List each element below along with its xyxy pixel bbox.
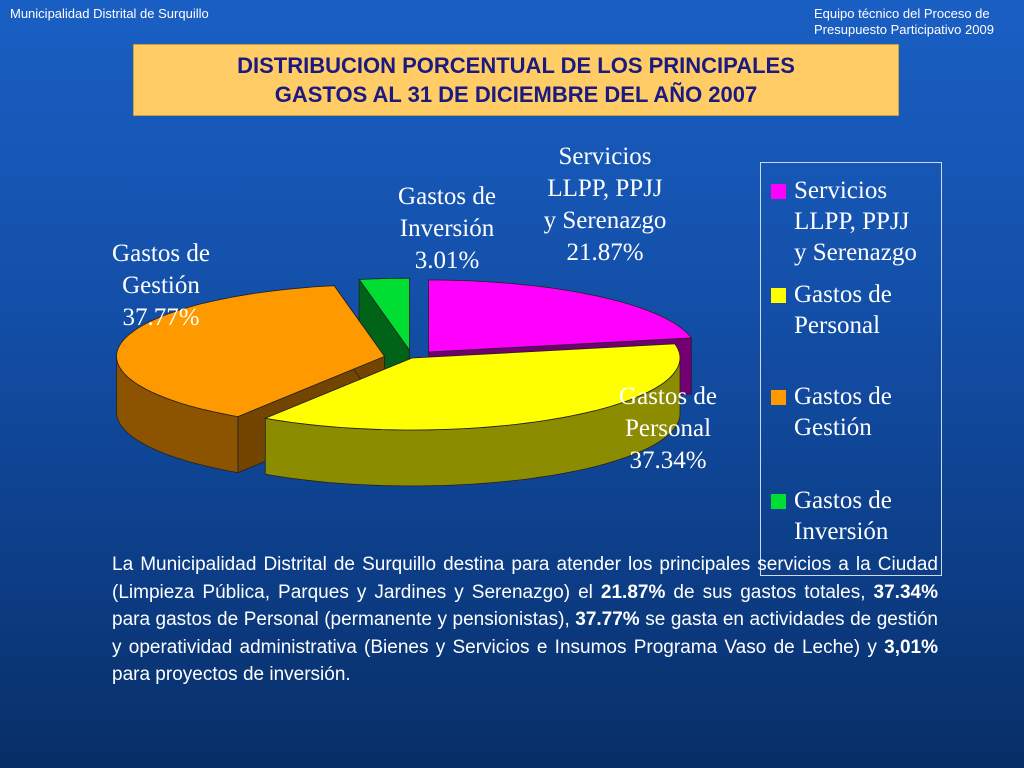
slice-personal-top — [263, 343, 681, 431]
legend-label: Servicios LLPP, PPJJ y Serenazgo — [794, 177, 917, 266]
legend-swatch — [771, 288, 786, 303]
chart-legend: Servicios LLPP, PPJJ y Serenazgo Gastos de P… — [760, 162, 942, 576]
label-personal: Gastos de Personal 37.34% — [619, 383, 717, 474]
slice-personal — [263, 343, 681, 487]
legend-swatch — [771, 390, 786, 405]
legend-item-gestion: Gastos de Gestión — [771, 381, 944, 443]
label-gestion-line: 37.77% — [122, 304, 199, 331]
slice-inversion-top — [358, 277, 410, 352]
paragraph-highlight: 37.34% — [873, 581, 938, 603]
label-servicios-line: LLPP, PPJJ — [547, 175, 663, 202]
label-servicios-line: Servicios — [558, 143, 651, 170]
label-gestion-line: Gestión — [122, 272, 200, 299]
chart-title-line1: DISTRIBUCION PORCENTUAL DE LOS PRINCIPAL… — [237, 53, 795, 78]
chart-title-line2: GASTOS AL 31 DE DICIEMBRE DEL AÑO 2007 — [274, 82, 758, 107]
chart-title: DISTRIBUCION PORCENTUAL DE LOS PRINCIPAL… — [133, 44, 899, 116]
paragraph-highlight: 3,01% — [884, 636, 938, 658]
label-inversion-line: Inversión — [400, 215, 495, 242]
legend-item-inversion: Gastos de Inversión — [771, 485, 944, 547]
label-inversion-line: Gastos de — [398, 183, 496, 210]
slice-servicios-top — [428, 279, 693, 353]
header-left-text: Municipalidad Distrital de Surquillo — [10, 6, 209, 21]
label-inversion: Gastos de Inversión 3.01% — [398, 183, 496, 274]
header-right-text: Equipo técnico del Proceso de Presupuest… — [814, 6, 994, 37]
legend-swatch — [771, 184, 786, 199]
legend-label: Gastos de Gestión — [794, 383, 892, 441]
legend-label: Gastos de Inversión — [794, 487, 892, 545]
label-personal-line: 37.34% — [629, 447, 706, 474]
legend-swatch — [771, 494, 786, 509]
label-inversion-line: 3.01% — [415, 247, 480, 274]
legend-item-servicios: Servicios LLPP, PPJJ y Serenazgo — [771, 175, 944, 268]
label-gestion: Gastos de Gestión 37.77% — [112, 240, 210, 331]
label-servicios-line: 21.87% — [566, 239, 643, 266]
label-servicios-line: y Serenazgo — [544, 207, 667, 234]
legend-label: Gastos de Personal — [794, 281, 892, 339]
paragraph-highlight: 21.87% — [600, 581, 666, 603]
slice-gestion-top — [116, 285, 386, 418]
label-personal-line: Gastos de — [619, 383, 717, 410]
label-personal-line: Personal — [625, 415, 711, 442]
label-servicios: Servicios LLPP, PPJJ y Serenazgo 21.87% — [544, 143, 667, 266]
description-paragraph: La Municipalidad Distrital de Surquillo … — [112, 554, 939, 685]
paragraph-highlight: 37.77% — [575, 609, 640, 630]
legend-item-personal: Gastos de Personal — [771, 279, 944, 341]
label-gestion-line: Gastos de — [112, 240, 210, 267]
